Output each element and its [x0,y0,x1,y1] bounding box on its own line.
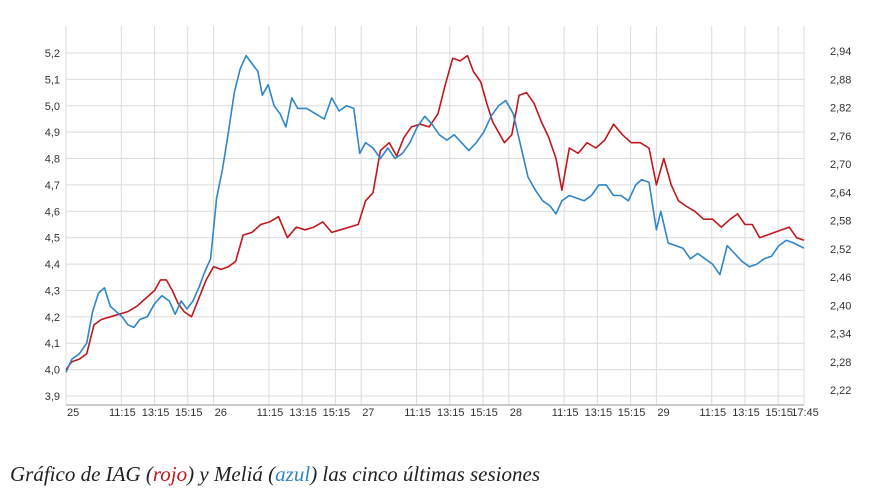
x-tick-label: 15:15 [323,407,351,419]
right-tick-label: 2,52 [830,244,851,256]
x-tick-label: 26 [215,407,227,419]
right-tick-label: 2,76 [830,131,851,143]
x-tick-label: 27 [362,407,374,419]
left-tick-label: 5,2 [45,48,60,60]
left-tick-label: 4,1 [45,338,60,350]
x-tick-label: 25 [67,407,79,419]
x-tick-label: 11:15 [552,407,579,419]
x-tick-label: 15:15 [175,407,203,419]
left-tick-label: 4,3 [45,285,60,297]
left-tick-label: 4,2 [45,312,60,324]
melia-series-line [65,54,805,373]
x-tick-label: 11:15 [109,407,136,419]
left-axis-ticks: 3,9 4,0 4,1 4,2 4,3 4,4 4,5 4,6 4,7 4,8 4,9 5,0 5,1 5… [45,48,60,403]
right-tick-label: 2,40 [830,300,851,312]
right-tick-label: 2,28 [830,357,851,369]
left-tick-label: 5,0 [45,101,60,113]
caption-prefix: Gráfico de IAG ( [10,462,153,486]
caption-middle: ) y Meliá ( [187,462,276,486]
right-tick-label: 2,34 [830,329,851,341]
grid-lines [65,26,805,405]
right-tick-label: 2,64 [830,187,851,199]
x-tick-label: 13:15 [289,407,317,419]
x-tick-label: 13:15 [437,407,465,419]
left-tick-label: 5,1 [45,74,60,86]
price-chart: 25 11:15 13:15 15:15 26 11:15 13:15 15:15 27 11:1… [45,26,851,419]
left-tick-label: 4,4 [45,259,60,271]
left-tick-label: 4,0 [45,365,60,377]
right-tick-label: 2,88 [830,74,851,86]
left-tick-label: 4,9 [45,127,60,139]
x-tick-label: 15:15 [470,407,498,419]
right-tick-label: 2,70 [830,159,851,171]
right-axis-ticks: 2,22 2,28 2,34 2,40 2,46 2,52 2,58 2,64 2,70 2,76… [830,46,851,397]
x-tick-label: 13:15 [732,407,760,419]
right-tick-label: 2,58 [830,216,851,228]
right-tick-label: 2,22 [830,385,851,397]
x-tick-label: 11:15 [257,407,284,419]
x-tick-label: 28 [510,407,522,419]
left-tick-label: 3,9 [45,391,60,403]
caption-red-word: rojo [152,462,188,486]
left-tick-label: 4,5 [45,233,60,245]
x-tick-label: 13:15 [142,407,170,419]
caption-suffix: ) las cinco últimas sesiones [310,462,540,486]
caption-blue-word: azul [275,462,311,486]
x-tick-label: 11:15 [699,407,726,419]
right-tick-label: 2,82 [830,103,851,115]
x-tick-label: 17:45 [791,407,819,419]
x-tick-label: 29 [657,407,669,419]
left-tick-label: 4,8 [45,154,60,166]
right-tick-label: 2,46 [830,272,851,284]
left-tick-label: 4,6 [45,206,60,218]
series-lines [65,54,805,373]
x-axis-ticks: 25 11:15 13:15 15:15 26 11:15 13:15 15:15 27 11:1… [67,407,819,419]
left-tick-label: 4,7 [45,180,60,192]
x-tick-label: 15:15 [765,407,793,419]
iag-series-line [65,54,805,371]
right-tick-label: 2,94 [830,46,851,58]
x-tick-label: 11:15 [404,407,431,419]
x-tick-label: 15:15 [618,407,646,419]
x-tick-label: 13:15 [585,407,613,419]
chart-caption: Gráfico de IAG (rojo) y Meliá (azul) las… [10,462,540,487]
